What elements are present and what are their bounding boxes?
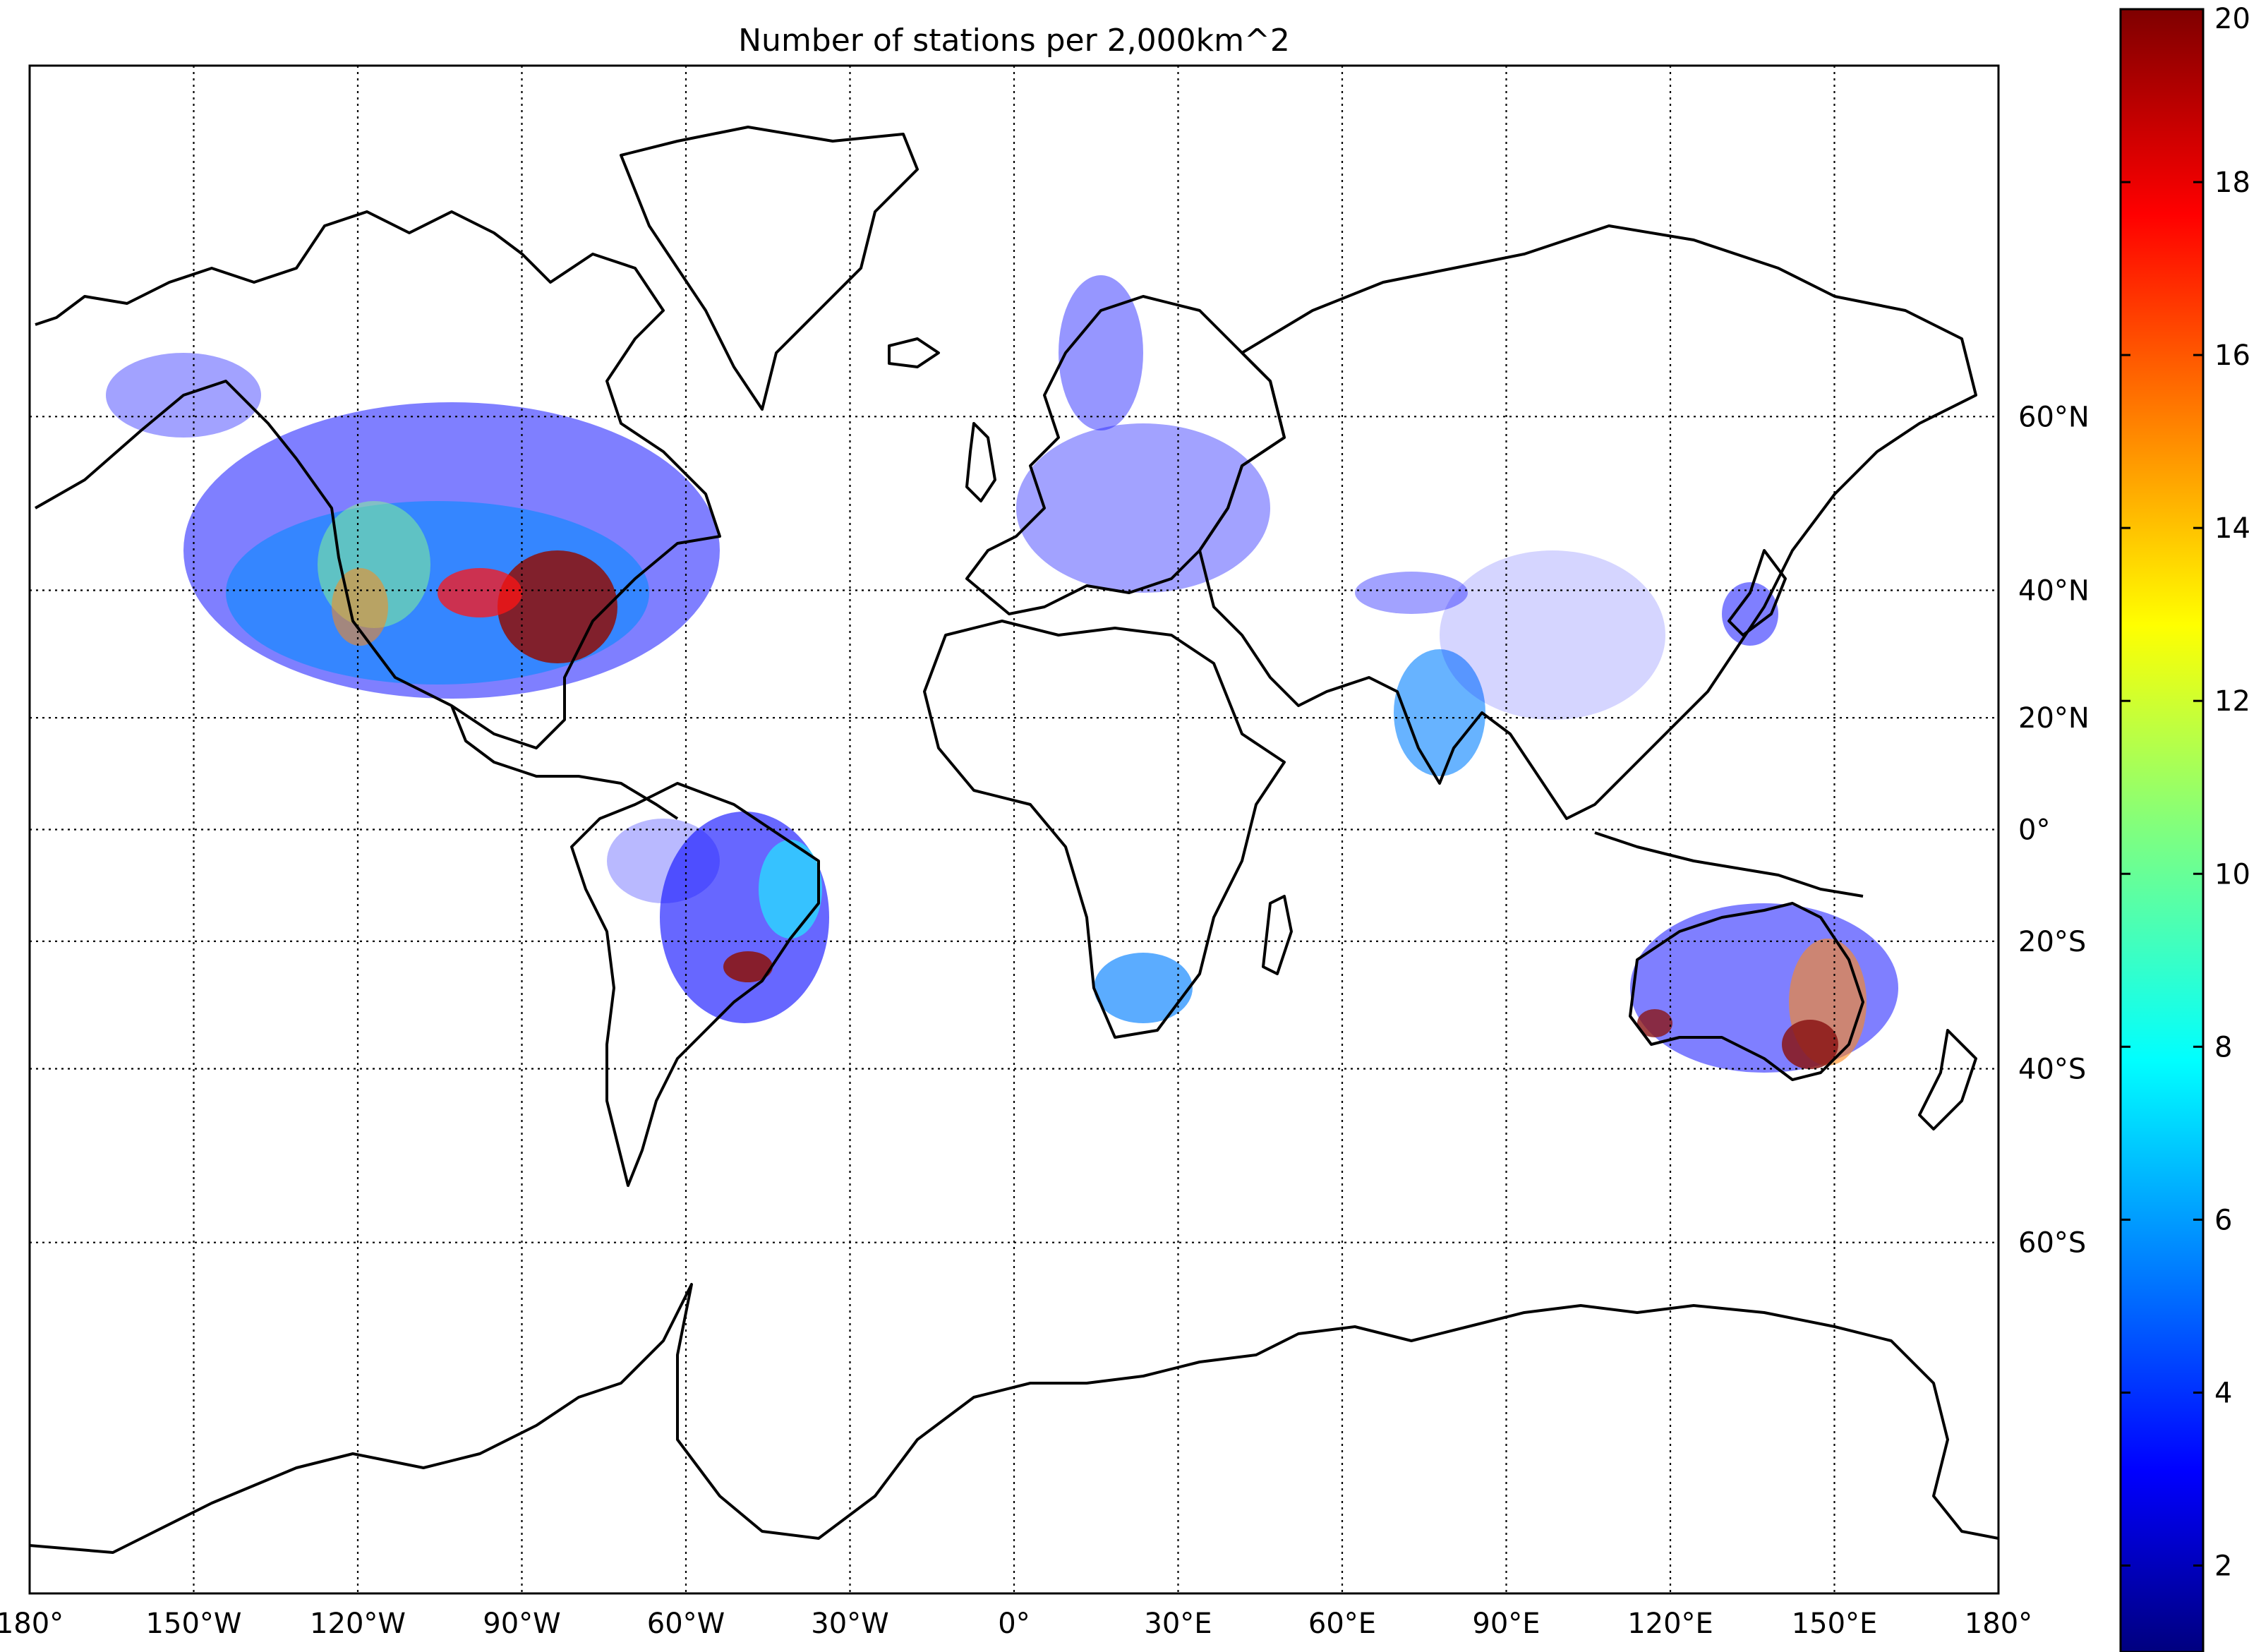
colorbar-tick-label: 10 xyxy=(2214,858,2249,891)
density-australia-southwest xyxy=(1637,1009,1672,1037)
density-us-southwest xyxy=(332,568,388,646)
coastline-central-america xyxy=(450,705,679,820)
coastline-antarctica xyxy=(30,1283,1998,1554)
colorbar-ticks: 2 4 6 8 10 12 14 16 18 20 xyxy=(2121,3,2249,1582)
meridian-label: 150°W xyxy=(146,1608,242,1640)
meridian-label: 60°E xyxy=(1308,1608,1376,1640)
colorbar-tick-label: 14 xyxy=(2214,512,2249,545)
coastline-indonesia xyxy=(1594,831,1864,898)
colorbar-gradient xyxy=(2119,8,2205,1652)
colorbar-tick-label: 12 xyxy=(2214,685,2249,718)
density-brazil-southeast xyxy=(723,951,773,982)
meridian-label: 120°W xyxy=(310,1608,406,1640)
parallel-label: 60°N xyxy=(2018,401,2090,433)
coastline-new-zealand xyxy=(1918,1029,1977,1131)
density-brazil-east xyxy=(759,840,822,939)
coastline-asia xyxy=(1198,224,1977,820)
meridian-label: 30°E xyxy=(1144,1608,1212,1640)
meridian-label: 90°W xyxy=(483,1608,560,1640)
coastline-iceland xyxy=(888,337,940,368)
meridian-label: 120°E xyxy=(1627,1608,1713,1640)
colorbar-tick-label: 16 xyxy=(2214,339,2249,372)
density-layer xyxy=(106,275,1898,1073)
coastline-madagascar xyxy=(1262,895,1293,975)
coastline-australia xyxy=(1629,902,1864,1081)
parallel-label: 60°S xyxy=(2018,1227,2086,1260)
meridian-label: 180° xyxy=(0,1608,64,1640)
coastlines xyxy=(30,126,1998,1554)
colorbar-tick-label: 8 xyxy=(2214,1031,2232,1063)
meridian-labels: 180° 150°W 120°W 90°W 60°W 30°W 0° 30°E 60°E 90°E… xyxy=(0,1608,2032,1640)
coastline-japan xyxy=(1728,549,1787,637)
parallel-labels: 60°N 40°N 20°N 0° 20°S 40°S 60°S xyxy=(2018,401,2090,1259)
colorbar-tick-label: 4 xyxy=(2214,1377,2232,1409)
meridian-label: 0° xyxy=(998,1608,1030,1640)
colorbar-tick-label: 20 xyxy=(2214,3,2249,35)
density-australia-southeast xyxy=(1782,1020,1838,1069)
map-panel xyxy=(28,64,2000,1595)
coastline-south-america xyxy=(570,782,820,1187)
density-scandinavia xyxy=(1059,275,1143,430)
graticule xyxy=(30,66,1998,1593)
parallel-label: 20°S xyxy=(2018,926,2086,958)
meridian-label: 60°W xyxy=(647,1608,725,1640)
coastline-uk xyxy=(965,422,996,502)
meridian-label: 90°E xyxy=(1472,1608,1540,1640)
density-china xyxy=(1440,550,1665,720)
density-us-east-core xyxy=(498,550,617,663)
parallel-label: 0° xyxy=(2018,814,2050,847)
density-amazon xyxy=(607,819,720,903)
density-central-asia xyxy=(1355,572,1468,614)
map-title: Number of stations per 2,000km^2 xyxy=(738,23,1290,59)
meridian-label: 30°W xyxy=(811,1608,888,1640)
density-southern-africa xyxy=(1094,953,1193,1023)
parallel-label: 40°N xyxy=(2018,575,2090,608)
colorbar: 2 4 6 8 10 12 14 16 18 20 xyxy=(2119,3,2249,1652)
colorbar-tick-label: 6 xyxy=(2214,1204,2232,1236)
meridian-label: 150°E xyxy=(1792,1608,1878,1640)
map-frame xyxy=(28,64,2000,1595)
colorbar-tick-label: 18 xyxy=(2214,167,2249,199)
meridian-label: 180° xyxy=(1965,1608,2032,1640)
coastline-greenland xyxy=(620,126,919,411)
density-europe xyxy=(1016,423,1270,593)
parallel-label: 40°S xyxy=(2018,1053,2086,1085)
parallel-label: 20°N xyxy=(2018,702,2090,735)
coastline-africa xyxy=(923,620,1286,1039)
density-us-central-core xyxy=(438,568,522,617)
colorbar-tick-label: 2 xyxy=(2214,1550,2232,1582)
coastline-north-america xyxy=(35,210,721,749)
